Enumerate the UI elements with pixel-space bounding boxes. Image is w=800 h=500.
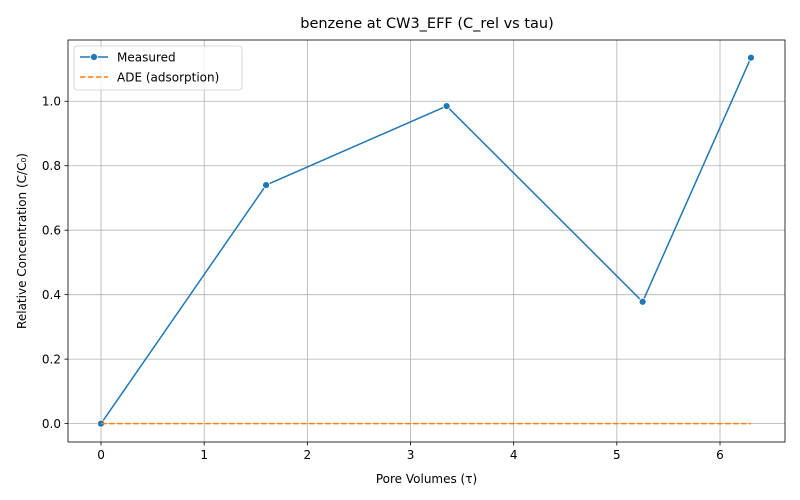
y-tick-label: 0.4 <box>42 288 61 302</box>
y-axis-title: Relative Concentration (C/C₀) <box>15 153 29 329</box>
data-point <box>638 297 647 306</box>
y-tick-label: 0.2 <box>42 352 61 366</box>
x-axis-title: Pore Volumes (τ) <box>376 472 477 486</box>
x-axis: 0 1 2 3 4 5 6 <box>97 442 724 462</box>
y-tick-label: 0.8 <box>42 159 61 173</box>
plot-frame <box>67 39 786 443</box>
legend-box <box>73 45 243 91</box>
x-tick-label: 5 <box>613 448 621 462</box>
x-tick-label: 3 <box>407 448 415 462</box>
series-layer <box>97 53 755 428</box>
data-point <box>262 181 270 189</box>
legend-label: Measured <box>117 50 176 64</box>
x-tick-label: 1 <box>200 448 208 462</box>
y-tick-label: 0.0 <box>42 417 61 431</box>
y-axis: 0.0 0.2 0.4 0.6 0.8 1.0 <box>42 95 68 431</box>
data-point <box>442 102 451 110</box>
x-tick-label: 4 <box>510 448 518 462</box>
chart-title: benzene at CW3_EFF (C_rel vs tau) <box>300 16 554 32</box>
y-tick-label: 1.0 <box>42 95 61 109</box>
x-tick-label: 2 <box>304 448 312 462</box>
x-tick-label: 0 <box>97 448 105 462</box>
legend: Measured ADE (adsorption) <box>73 45 243 91</box>
legend-label: ADE (adsorption) <box>117 70 219 84</box>
data-point <box>747 53 755 62</box>
x-tick-label: 6 <box>716 448 724 462</box>
y-tick-label: 0.6 <box>42 224 61 238</box>
grid <box>68 40 785 442</box>
legend-marker <box>90 53 98 61</box>
